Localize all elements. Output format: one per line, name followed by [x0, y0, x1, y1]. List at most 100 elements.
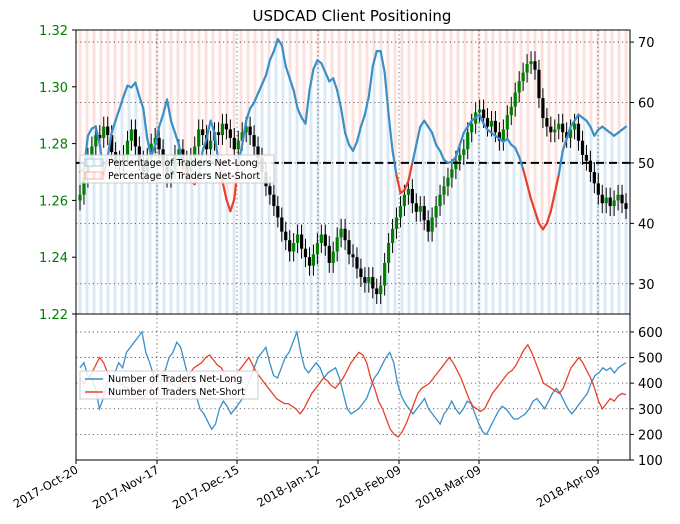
pct-net-long-segment — [573, 113, 580, 122]
long-fill-segment — [469, 120, 475, 314]
pct-net-long-segment — [371, 50, 378, 68]
long-fill-segment — [525, 184, 530, 314]
pct-net-long-segment — [276, 37, 283, 47]
long-fill-segment — [497, 138, 502, 314]
pct-net-long-segment — [525, 182, 533, 201]
short-fill-segment — [236, 30, 241, 163]
long-fill-segment — [81, 168, 87, 314]
short-fill-segment — [422, 30, 427, 121]
short-fill-segment — [572, 30, 578, 121]
candle-body — [296, 234, 300, 243]
short-fill-segment — [347, 30, 352, 145]
pct-net-long-segment — [557, 149, 564, 177]
pct-net-long-segment — [387, 113, 394, 152]
long-fill-segment — [402, 190, 407, 314]
pct-net-long-segment — [249, 101, 256, 110]
short-fill-segment — [287, 30, 293, 79]
candle-body — [454, 160, 458, 170]
pct-net-long-segment — [256, 83, 264, 95]
candle-body — [303, 248, 308, 258]
right-tick-label: 40 — [638, 217, 655, 232]
pct-net-long-segment — [320, 62, 327, 74]
candle-body — [458, 154, 462, 161]
long-fill-segment — [461, 132, 467, 314]
long-fill-segment — [556, 175, 562, 314]
candle-body — [228, 129, 232, 138]
count-tick-label: 100 — [638, 454, 663, 469]
date-axis: 2017-Oct-20 2017-Nov-17 2017-Dec-15 2018-Ja… — [11, 460, 603, 512]
candle-body — [604, 197, 608, 204]
candle-body — [394, 217, 399, 229]
short-fill-segment — [184, 30, 190, 176]
long-fill-segment — [620, 129, 625, 314]
percentage-axis: 30 40 50 60 70 — [630, 36, 655, 293]
short-fill-segment — [319, 30, 324, 64]
legend-swatch-net-long — [84, 158, 104, 167]
candle-body — [383, 262, 387, 286]
price-axis: 1.22 1.24 1.26 1.28 1.30 1.32 — [39, 24, 76, 323]
short-fill-segment — [580, 30, 585, 118]
pct-net-long-segment — [454, 143, 461, 158]
long-fill-segment — [386, 114, 392, 314]
right-tick-label: 60 — [638, 97, 655, 112]
long-fill-segment — [145, 138, 150, 314]
short-fill-segment — [532, 30, 538, 212]
candle-body — [272, 194, 276, 207]
pct-net-long-segment — [466, 119, 473, 128]
left-tick-label: 1.24 — [39, 251, 68, 266]
short-fill-segment — [188, 30, 194, 182]
long-fill-segment — [627, 132, 630, 314]
long-fill-segment — [89, 128, 95, 314]
candle-body — [608, 197, 612, 207]
long-fill-segment — [240, 144, 245, 314]
candle-body — [248, 126, 252, 136]
candle-body — [216, 132, 221, 136]
short-fill-segment — [382, 30, 388, 73]
pct-net-long-segment — [518, 155, 525, 171]
pct-net-long-segment — [161, 98, 169, 116]
pct-net-long-segment — [379, 50, 386, 74]
candle-body — [565, 132, 569, 138]
pct-net-long-segment — [229, 198, 236, 213]
candle-body — [572, 123, 577, 130]
short-fill-segment — [461, 30, 467, 133]
long-fill-segment — [192, 184, 198, 314]
pct-net-long-segment — [110, 119, 117, 134]
candle-body — [82, 177, 86, 195]
pct-net-long-segment — [553, 173, 560, 195]
long-fill-segment — [161, 114, 166, 314]
candle-body — [525, 64, 529, 73]
short-fill-segment — [105, 30, 111, 157]
count-tick-label: 500 — [638, 352, 663, 367]
chart-title: USDCAD Client Positioning — [253, 7, 452, 25]
pct-net-long-segment — [260, 74, 268, 86]
short-fill-segment — [343, 30, 348, 133]
short-fill-segment — [200, 30, 206, 151]
candle-body — [450, 169, 454, 178]
short-fill-segment — [165, 30, 170, 100]
date-tick-label: 2018-Mar-09 — [413, 462, 483, 511]
date-tick-label: 2017-Dec-15 — [170, 462, 241, 511]
candle-body — [398, 206, 403, 218]
long-fill-segment — [204, 138, 210, 314]
pct-net-long-segment — [324, 71, 331, 83]
long-fill-segment — [228, 211, 233, 314]
long-fill-segment — [311, 69, 316, 314]
long-fill-segment — [477, 114, 483, 314]
candle-body — [319, 234, 323, 243]
long-fill-segment — [374, 51, 380, 314]
candle-body — [596, 183, 600, 195]
long-fill-segment — [137, 96, 142, 314]
short-fill-segment — [275, 30, 281, 40]
pct-net-long-segment — [280, 44, 287, 68]
long-fill-segment — [552, 193, 558, 314]
long-fill-segment — [465, 126, 471, 314]
pct-net-long-segment — [351, 140, 359, 152]
pct-net-long-segment — [403, 179, 410, 192]
long-fill-segment — [327, 81, 332, 314]
long-fill-segment — [232, 199, 237, 314]
pct-net-long-segment — [423, 119, 430, 128]
candle-body — [497, 132, 501, 141]
short-fill-segment — [89, 30, 95, 129]
right-tick-label: 50 — [638, 157, 655, 172]
